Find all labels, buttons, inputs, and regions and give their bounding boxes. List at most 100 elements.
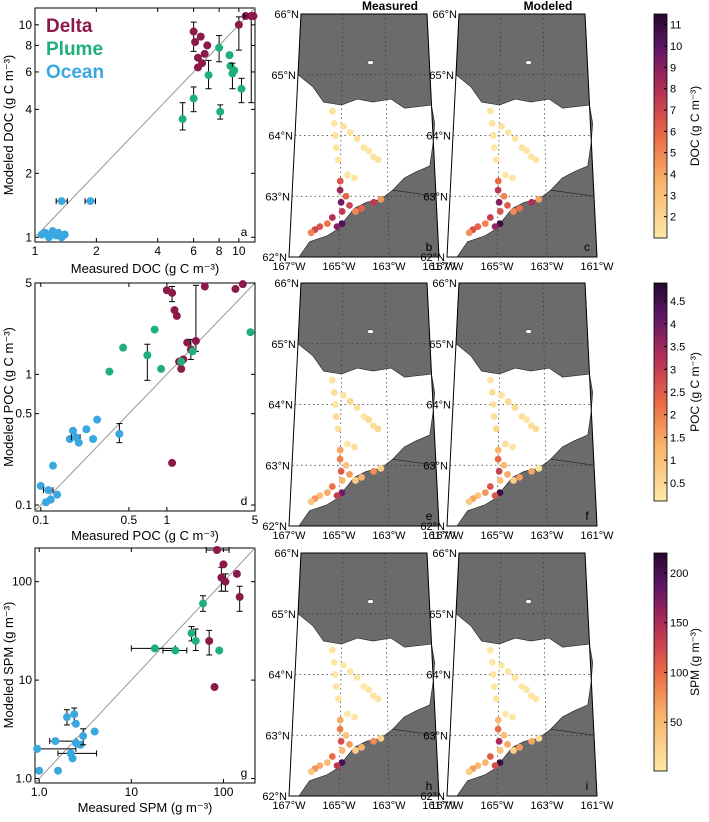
longitude-label: 163°W xyxy=(530,800,564,812)
point-delta xyxy=(191,38,200,47)
station-marker xyxy=(486,107,494,115)
point-delta xyxy=(232,569,241,578)
colorbar-tick-label: 3 xyxy=(670,190,676,202)
point-plume xyxy=(199,599,208,608)
longitude-label: 165°W xyxy=(480,261,514,273)
station-marker xyxy=(323,759,331,766)
longitude-gridline xyxy=(384,13,390,258)
station-marker xyxy=(328,483,336,490)
latitude-label: 65°N xyxy=(429,339,454,351)
longitude-label: 165°W xyxy=(322,800,356,812)
station-marker xyxy=(494,455,502,463)
point-plume xyxy=(237,84,246,93)
station-marker xyxy=(496,208,504,215)
station-marker xyxy=(353,674,361,681)
point-ocean xyxy=(44,486,53,495)
x-tick-label: 1.0 xyxy=(31,785,48,799)
latitude-label: 66°N xyxy=(274,278,299,290)
station-marker xyxy=(377,734,385,742)
station-marker xyxy=(510,747,517,754)
colorbar-tick-label: 1 xyxy=(670,455,676,467)
latitude-label: 66°N xyxy=(432,548,457,560)
point-ocean xyxy=(62,713,71,722)
point-ocean xyxy=(53,490,62,499)
station-marker xyxy=(486,483,494,490)
longitude-gridline xyxy=(496,552,502,797)
station-marker xyxy=(465,498,473,506)
point-delta xyxy=(193,53,202,62)
station-marker xyxy=(500,192,508,200)
point-plume xyxy=(150,644,159,653)
point-delta xyxy=(212,545,221,554)
station-marker xyxy=(502,710,509,718)
latitude-label: 63°N xyxy=(265,730,290,742)
x-tick-label: 10 xyxy=(125,785,139,799)
data-markers xyxy=(36,280,255,507)
station-marker xyxy=(494,725,502,733)
longitude-label: 161°W xyxy=(580,530,614,542)
point-ocean xyxy=(68,426,77,435)
station-marker xyxy=(336,177,344,185)
panel-letter-a: a xyxy=(241,225,248,239)
longitude-label: 161°W xyxy=(422,800,456,812)
colorbar-tick-label: 11 xyxy=(670,20,681,32)
point-delta xyxy=(198,59,207,68)
colorbar-tick-label: 8 xyxy=(670,84,676,96)
station-marker xyxy=(365,686,373,694)
y-tick-label: 1 xyxy=(25,367,32,381)
point-delta xyxy=(238,280,247,289)
station-marker xyxy=(502,171,509,179)
colorbar-tick-label: 6 xyxy=(670,126,676,138)
station-marker xyxy=(488,658,496,666)
station-marker xyxy=(528,737,536,745)
colorbar-tick-label: 200 xyxy=(670,568,688,580)
point-delta xyxy=(189,27,198,36)
point-ocean xyxy=(86,197,95,206)
station-marker xyxy=(346,740,353,748)
station-marker xyxy=(330,119,338,127)
point-ocean xyxy=(82,425,91,434)
station-marker xyxy=(337,737,345,745)
longitude-label: 163°W xyxy=(530,530,564,542)
y-tick-label: 100 xyxy=(12,575,32,589)
latitude-label: 64°N xyxy=(426,670,451,682)
point-ocean xyxy=(79,732,88,741)
point-delta xyxy=(172,311,181,320)
panel-letter-h: h xyxy=(426,779,433,793)
point-plume xyxy=(191,636,200,645)
station-marker xyxy=(490,413,498,421)
station-marker xyxy=(495,467,503,475)
station-marker xyxy=(509,174,516,182)
station-marker xyxy=(330,658,338,666)
data-markers xyxy=(33,545,244,775)
point-plume xyxy=(143,351,152,360)
station-marker xyxy=(504,201,511,209)
colorbar-tick-label: 10 xyxy=(670,41,682,53)
longitude-label: 167°W xyxy=(272,530,306,542)
y-tick-label: 2 xyxy=(25,166,32,180)
x-tick-label: 1 xyxy=(32,244,39,258)
colorbar-gradient xyxy=(653,552,668,772)
x-tick-label: 0.5 xyxy=(121,513,138,527)
colorbars: 2 3 4 5 6 7 8 9 10 11 DOC (g C m⁻³) 0.5 1 1.5 2 2.5 3 3.5… xyxy=(653,13,702,772)
station-marker xyxy=(504,668,512,675)
y-axis-label: Modeled DOC (g C m⁻³) xyxy=(1,55,16,196)
station-marker xyxy=(333,223,341,231)
longitude-label: 163°W xyxy=(372,261,406,273)
y-tick-label: 0.1 xyxy=(15,498,32,512)
station-marker xyxy=(486,214,494,221)
station-marker xyxy=(351,713,358,721)
station-marker xyxy=(377,464,385,472)
point-ocean xyxy=(93,415,102,424)
station-marker xyxy=(336,446,344,454)
station-marker xyxy=(352,208,359,215)
station-marker xyxy=(342,461,350,469)
island xyxy=(367,329,374,334)
colorbar-tick-label: 1.5 xyxy=(670,432,685,444)
x-tick-label: 10 xyxy=(232,244,246,258)
column-title-modeled: Modeled xyxy=(524,0,573,13)
colorbar-tick-label: 4.5 xyxy=(670,296,685,308)
